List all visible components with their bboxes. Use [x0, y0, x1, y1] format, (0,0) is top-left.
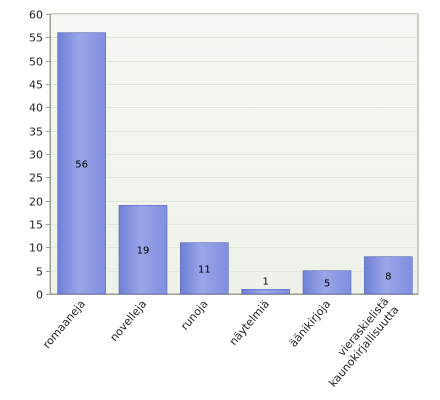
bar: [364, 256, 413, 295]
bar-value-label: 56: [75, 159, 88, 170]
y-tick-label: 30: [29, 149, 43, 162]
y-tick-label: 35: [29, 126, 43, 139]
y-tick-label: 25: [29, 172, 43, 185]
y-tick-label: 0: [36, 289, 43, 302]
bar: [241, 289, 290, 295]
bar: [118, 205, 168, 295]
x-category-label-line: äänikirjoja: [287, 298, 334, 350]
bar-value-label: 11: [198, 264, 211, 275]
x-category-label-line: novelleja: [107, 298, 149, 344]
bar-value-label: 8: [385, 271, 391, 282]
x-category-label: novelleja: [107, 298, 149, 344]
x-category-label: äänikirjoja: [287, 298, 334, 350]
y-tick-label: 10: [29, 242, 43, 255]
y-tick-label: 55: [29, 32, 43, 45]
x-category-label-line: näytelmiä: [227, 298, 272, 348]
x-category-label: runoja: [178, 298, 210, 333]
bar-value-label: 19: [137, 246, 150, 257]
y-tick-label: 20: [29, 196, 43, 209]
y-tick-label: 50: [29, 56, 43, 69]
y-tick-label: 5: [36, 266, 43, 279]
x-category-label-line: romaaneja: [40, 298, 88, 351]
bar: [180, 242, 229, 295]
x-category-label: näytelmiä: [227, 298, 272, 348]
x-category-label-line: runoja: [178, 298, 210, 333]
bar: [57, 32, 106, 295]
y-tick-label: 15: [29, 219, 43, 232]
y-tick-label: 40: [29, 102, 43, 115]
bar-value-label: 5: [324, 278, 330, 289]
bar-value-label: 1: [262, 276, 268, 287]
x-category-label: romaaneja: [40, 298, 88, 351]
y-tick-label: 60: [29, 9, 43, 22]
y-tick-label: 45: [29, 79, 43, 92]
bar: [302, 270, 352, 295]
